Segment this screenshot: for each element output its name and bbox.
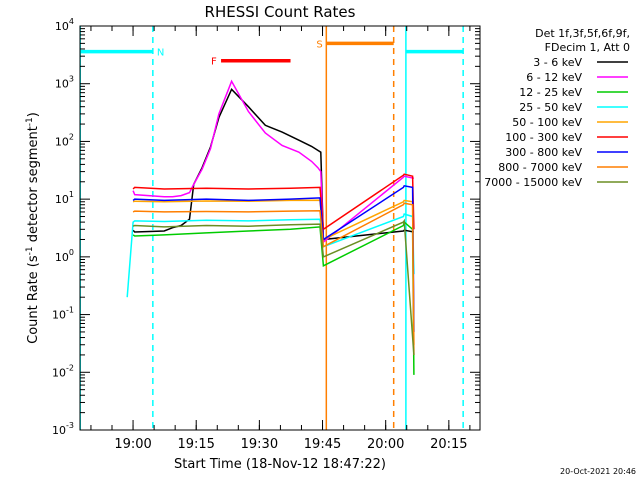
y-tick-label-7: 104 [55, 17, 74, 33]
y-axis: 10-3 10-2 10-1 100 101 102 103 104 [52, 17, 480, 437]
y-tick-label-0: 10-3 [52, 421, 74, 437]
y-tick-label-5: 102 [55, 132, 74, 148]
legend-header-line1: Det 1f,3f,5f,6f,9f, [535, 27, 630, 40]
flag-label-F: F [211, 57, 217, 68]
x-tick-label-4: 20:00 [367, 437, 404, 452]
legend-label-4: 50 - 100 keV [512, 116, 582, 129]
series-line-2 [132, 220, 415, 375]
x-axis-label: Start Time (18-Nov-12 18:47:22) [174, 457, 386, 472]
series-line-3 [126, 213, 415, 298]
flag-label-S: S [316, 39, 322, 50]
series-line-5 [132, 173, 415, 231]
series-layer [126, 79, 415, 375]
legend-label-0: 3 - 6 keV [533, 56, 582, 69]
legend-header-line2: FDecim 1, Att 0 [545, 41, 630, 54]
y-tick-label-4: 101 [55, 190, 74, 206]
y-axis-label: Count Rate (s-1 detector segment-1) [25, 112, 41, 344]
series-line-4 [132, 199, 415, 345]
legend-label-2: 12 - 25 keV [519, 86, 582, 99]
y-tick-label-3: 100 [55, 248, 74, 264]
y-tick-label-2: 10-1 [52, 306, 74, 322]
series-line-8 [132, 218, 415, 355]
legend-label-8: 7000 - 15000 keV [484, 176, 582, 189]
series-line-1 [132, 79, 415, 244]
y-tick-label-6: 103 [55, 75, 74, 91]
x-tick-label-5: 20:15 [430, 437, 467, 452]
legend-label-6: 300 - 800 keV [505, 146, 582, 159]
x-tick-label-3: 19:45 [304, 437, 341, 452]
plot-frame [79, 25, 481, 431]
flag-bars: N F S [80, 39, 464, 68]
timestamp: 20-Oct-2021 20:46 [560, 467, 636, 476]
x-tick-label-0: 19:00 [114, 437, 151, 452]
flag-label-N: N [157, 48, 164, 59]
series-line-6 [132, 184, 415, 332]
x-tick-label-1: 19:15 [177, 437, 214, 452]
x-axis: 19:00 19:15 19:30 19:45 20:00 20:15 [90, 26, 471, 452]
interval-lines [79, 26, 464, 430]
legend-label-3: 25 - 50 keV [519, 101, 582, 114]
legend: Det 1f,3f,5f,6f,9f, FDecim 1, Att 0 3 - … [484, 27, 630, 189]
legend-label-1: 6 - 12 keV [526, 71, 582, 84]
chart-title: RHESSI Count Rates [205, 3, 356, 21]
series-line-7 [132, 202, 415, 355]
legend-label-5: 100 - 300 keV [505, 131, 582, 144]
legend-label-7: 800 - 7000 keV [498, 161, 582, 174]
y-tick-label-1: 10-2 [52, 363, 74, 379]
x-tick-label-2: 19:30 [241, 437, 278, 452]
